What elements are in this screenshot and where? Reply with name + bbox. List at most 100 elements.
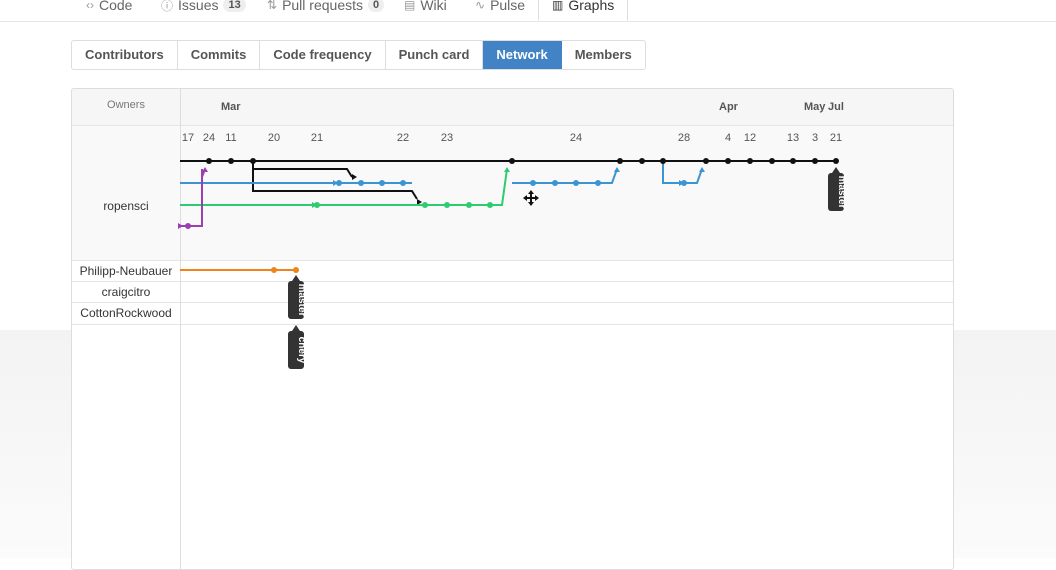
repo-nav-graphs[interactable]: ▥ Graphs [552,0,614,15]
row-bg-ropensci [72,126,953,260]
branch-label-text: master [836,176,847,209]
tab-contributors[interactable]: Contributors [72,41,178,69]
commit-dot [422,202,428,208]
row-divider [72,281,953,282]
commit-dot [747,158,753,164]
commit-dot [206,158,212,164]
commit-dot [509,158,515,164]
branch-arrow [614,167,620,172]
tab-members[interactable]: Members [574,47,632,62]
repo-nav: ‹› Code ⓘ Issues 13 ⇅ Pull requests 0 ▤ … [0,0,1056,22]
branch-arrow [699,167,705,172]
day-label: 22 [397,132,409,144]
network-graph[interactable]: Owners ropensci Philipp-Neubauer craigci… [71,88,954,570]
pulse-icon: ∿ [475,0,486,12]
branch-label-pill [288,281,304,319]
commit-dot [681,180,687,186]
commit-dot [573,180,579,186]
code-icon: ‹› [86,0,94,12]
commit-dot [660,158,666,164]
repo-nav-graphs-tab[interactable]: ▥ Graphs [538,0,628,21]
network-canvas[interactable]: 17 24 11 20 21 22 23 24 28 4 12 13 3 21 master master c… [72,89,953,569]
commit-dot [487,202,493,208]
repo-nav-pulse[interactable]: ∿ Pulse [475,0,525,15]
commit-dot [444,202,450,208]
day-label: 24 [203,132,215,144]
repo-nav-wiki-label: Wiki [420,0,447,13]
book-icon: ▤ [404,0,416,12]
branch-labels: master master chery [288,167,847,369]
commit-dot [358,180,364,186]
branch-label-pill [828,173,844,211]
commit-dot [530,180,536,186]
commit-dot [639,158,645,164]
commit-dot [228,158,234,164]
commit-dot [552,180,558,186]
branch-line-blue [684,168,703,184]
repo-nav-graphs-label: Graphs [568,0,615,13]
day-label: 11 [225,132,236,144]
repo-nav-code[interactable]: ‹› Code [86,0,132,15]
branch-line-green [317,168,508,206]
repo-nav-code-label: Code [99,0,133,13]
repo-nav-wiki[interactable]: ▤ Wiki [404,0,447,15]
tab-network[interactable]: Network [483,41,562,69]
branch-label-philipp-master: master [288,275,307,319]
commit-dot [314,202,320,208]
repo-nav-issues[interactable]: ⓘ Issues 13 [161,0,246,15]
pull-request-icon: ⇅ [267,0,278,12]
issues-count-badge: 13 [223,0,246,12]
branch-line [252,161,353,178]
branch-arrow [178,223,183,229]
branch-line-blue [662,161,682,184]
branch-label-chery: chery [288,325,307,369]
month-label: Jul [828,101,844,113]
month-label: Apr [719,101,738,113]
branch-label-pointer [292,275,300,281]
day-label: 23 [441,132,453,144]
owner-ropensci[interactable]: ropensci [103,199,149,213]
graph-icon: ▥ [552,0,564,12]
branch-label-master: master [828,167,847,211]
branch-arrow [352,174,357,180]
commit-dot [250,158,256,164]
month-label: May [804,101,826,113]
commit-dot [595,180,601,186]
network-header [72,89,953,126]
owner-philipp-neubauer[interactable]: Philipp-Neubauer [79,264,173,278]
tab-code-frequency[interactable]: Code frequency [260,41,386,69]
move-cursor-icon [523,190,539,206]
repo-nav-pull-requests[interactable]: ⇅ Pull requests 0 [267,0,385,15]
commit-dot [271,267,277,273]
branch-label-text: master [296,284,307,317]
owner-craigcitro[interactable]: craigcitro [101,285,151,299]
branch-label-text: chery [296,337,307,364]
day-label: 24 [570,132,582,144]
commit-dot [336,180,342,186]
day-label: 17 [182,132,194,144]
day-label: 3 [812,132,818,144]
commit-dot [185,223,191,229]
row-divider [72,324,953,325]
commit-dot [379,180,385,186]
graph-tabs: Contributors Commits Code frequency Punc… [71,40,646,70]
branch-line-purple [201,168,206,178]
commit-dot [790,158,796,164]
day-label: 4 [725,132,731,144]
repo-nav-pulse-label: Pulse [490,0,526,13]
owner-cottonrockwood[interactable]: CottonRockwood [80,306,172,320]
branch-line-blue [512,168,618,184]
repo-nav-pull-requests-label: Pull requests [282,0,363,13]
branch-arrow [417,199,422,205]
month-label: Mar [221,101,241,113]
owners-column: Owners ropensci Philipp-Neubauer craigci… [72,89,181,569]
branch-label-pill [288,331,304,369]
commit-dot [833,158,839,164]
branch-arrow [333,180,338,186]
day-label: 28 [678,132,690,144]
commit-dot [812,158,818,164]
commit-dots [185,158,839,273]
commit-dot [769,158,775,164]
tab-punch-card[interactable]: Punch card [386,41,484,69]
tab-commits[interactable]: Commits [178,41,261,69]
